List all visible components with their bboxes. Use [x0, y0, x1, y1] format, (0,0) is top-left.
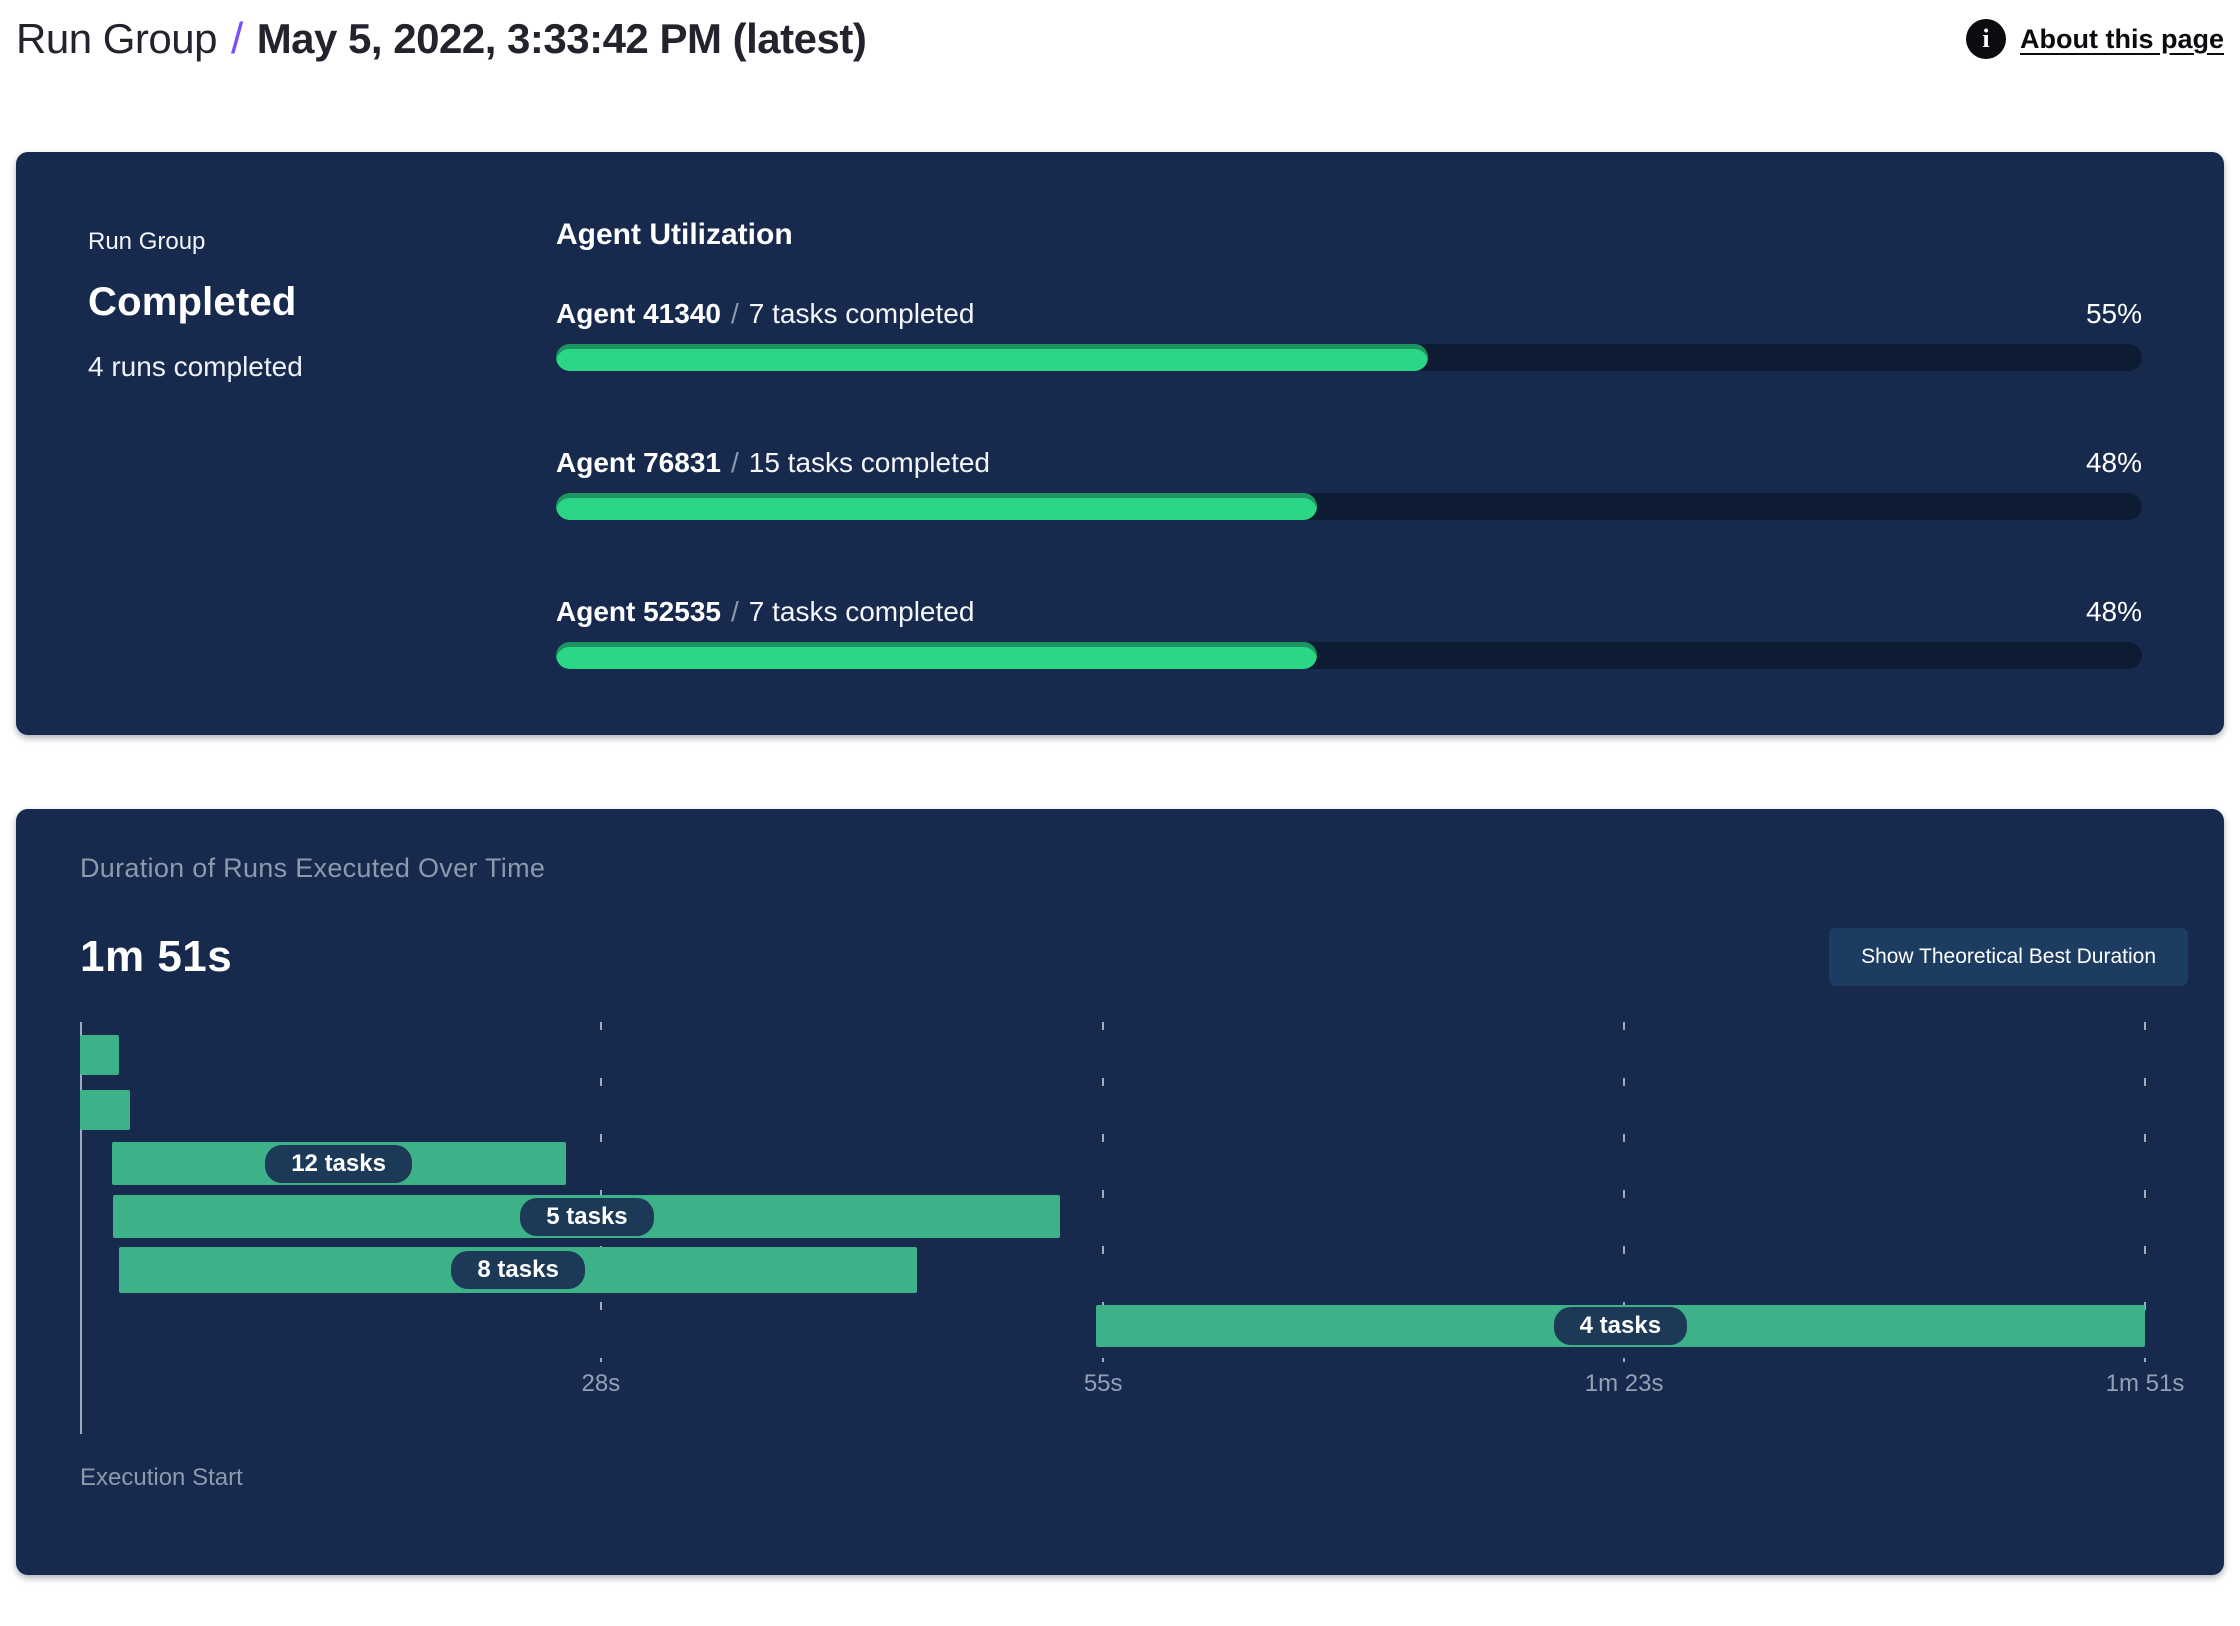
agent-tasks-completed: 15 tasks completed [748, 447, 990, 478]
gantt-run-bar[interactable]: 8 tasks [119, 1247, 918, 1293]
agent-utilization-percent: 48% [2085, 596, 2142, 627]
agent-tasks-completed: 7 tasks completed [748, 298, 975, 329]
gantt-run-bar[interactable]: 4 tasks [1095, 1305, 2145, 1347]
gantt-gridline [2144, 1022, 2146, 1362]
about-this-page[interactable]: i About this page [1966, 19, 2224, 59]
agent-separator: / [730, 447, 739, 478]
gantt-plot-area: 28s 55s 1m 23s 1m 51s 12 tasks 5 tasks 8 ta… [80, 1022, 2184, 1482]
gantt-gridline [599, 1022, 602, 1362]
gantt-axis-tick-label: 55s [1083, 1370, 1123, 1397]
agent-row: Agent 41340 / 7 tasks completed 55% [556, 298, 2142, 371]
gantt-gridline [1102, 1022, 1105, 1362]
gantt-chart: 28s 55s 1m 23s 1m 51s 12 tasks 5 tasks 8 ta… [80, 1022, 2184, 1522]
agent-progress-fill [556, 642, 1318, 669]
info-icon: i [1966, 19, 2006, 59]
agent-progress-fill [556, 493, 1318, 520]
agent-tasks-completed: 7 tasks completed [748, 596, 975, 627]
agent-separator: / [730, 298, 739, 329]
gantt-run-bar[interactable]: 12 tasks [111, 1142, 566, 1185]
agent-row: Agent 52535 / 7 tasks completed 48% [556, 596, 2142, 669]
breadcrumb-separator: / [230, 14, 243, 63]
run-group-summary: Run Group Completed 4 runs completed [88, 218, 556, 675]
agent-progress-track [556, 493, 2142, 520]
page-title: May 5, 2022, 3:33:42 PM (latest) [256, 15, 867, 62]
duration-panel: Duration of Runs Executed Over Time 1m 5… [16, 809, 2224, 1575]
status-text: Completed [88, 280, 297, 324]
runs-completed-text: 4 runs completed [88, 351, 303, 382]
duration-chart-title: Duration of Runs Executed Over Time [80, 853, 546, 883]
agent-row: Agent 76831 / 15 tasks completed 48% [556, 447, 2142, 520]
agent-utilization-percent: 55% [2085, 298, 2142, 329]
agent-name: Agent 76831 [556, 447, 721, 478]
agent-label-line: Agent 41340 / 7 tasks completed 55% [556, 298, 2142, 330]
run-group-panel: Run Group Completed 4 runs completed Age… [16, 152, 2224, 735]
duration-value-row: 1m 51s Show Theoretical Best Duration [80, 928, 2188, 986]
gantt-bar-task-count-label: 4 tasks [1553, 1307, 1688, 1345]
breadcrumb: Run Group / May 5, 2022, 3:33:42 PM (lat… [16, 14, 867, 64]
gantt-axis-tick-label: 1m 23s [1584, 1370, 1664, 1397]
agent-rows: Agent 41340 / 7 tasks completed 55% Agen… [556, 298, 2142, 669]
agent-utilization-title: Agent Utilization [556, 218, 793, 251]
about-link[interactable]: About this page [2020, 23, 2224, 54]
agent-progress-track [556, 642, 2142, 669]
agent-progress-fill [556, 344, 1429, 371]
gantt-bar-task-count-label: 5 tasks [520, 1197, 654, 1236]
gantt-run-bar[interactable]: 5 tasks [113, 1195, 1061, 1238]
gantt-gridline [1623, 1022, 1626, 1362]
agent-separator: / [730, 596, 739, 627]
breadcrumb-root: Run Group [16, 15, 217, 62]
gantt-axis-tick-label: 1m 51s [2105, 1370, 2185, 1397]
agent-utilization-section: Agent Utilization Agent 41340 / 7 tasks … [556, 218, 2142, 675]
gantt-bar-task-count-label: 12 tasks [265, 1144, 412, 1183]
agent-utilization-percent: 48% [2085, 447, 2142, 478]
gantt-run-bar[interactable] [80, 1035, 120, 1075]
agent-progress-track [556, 344, 2142, 371]
gantt-bar-task-count-label: 8 tasks [451, 1251, 585, 1289]
agent-name: Agent 41340 [556, 298, 721, 329]
agent-name: Agent 52535 [556, 596, 721, 627]
agent-label-line: Agent 76831 / 15 tasks completed 48% [556, 447, 2142, 479]
execution-start-axis-line [80, 1022, 82, 1434]
gantt-axis-tick-label: 28s [581, 1370, 621, 1397]
agent-label-line: Agent 52535 / 7 tasks completed 48% [556, 596, 2142, 628]
total-duration-value: 1m 51s [80, 932, 233, 981]
show-theoretical-best-duration-button[interactable]: Show Theoretical Best Duration [1829, 928, 2188, 986]
page-header: Run Group / May 5, 2022, 3:33:42 PM (lat… [16, 14, 2224, 64]
summary-label: Run Group [88, 228, 206, 255]
execution-start-label: Execution Start [80, 1464, 243, 1491]
gantt-run-bar[interactable] [80, 1090, 131, 1130]
